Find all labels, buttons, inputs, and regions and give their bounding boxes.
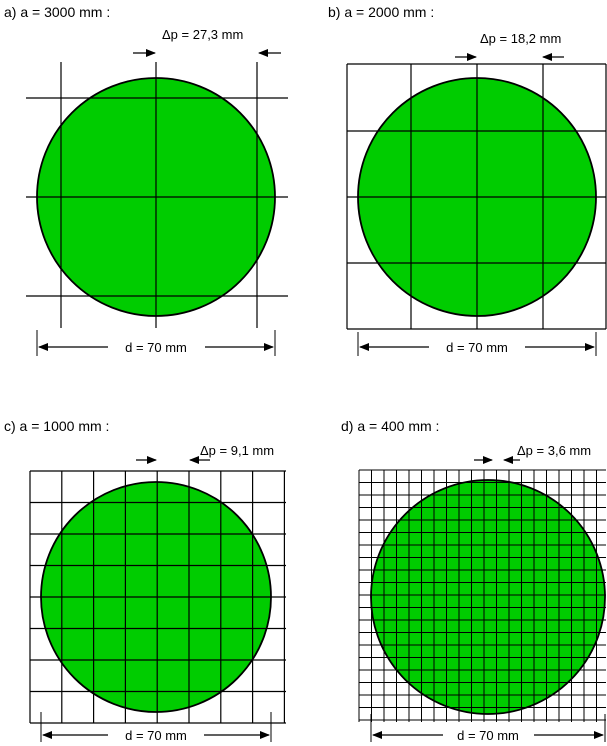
panel-a-spacing-label: Δp = 27,3 mm [162, 27, 243, 42]
panel-c-grid-overlay [29, 470, 286, 724]
panel-d-disc [370, 479, 606, 715]
panel-d: d) a = 400 mm : Δp = 3,6 mm d = 70 mm [341, 418, 606, 743]
panel-a: a) a = 3000 mm : Δp = 27,3 mm d = 70 mm [4, 4, 288, 356]
panel-c-title: c) a = 1000 mm : [4, 418, 109, 434]
panel-d-spacing-label: Δp = 3,6 mm [517, 443, 591, 458]
panel-c-spacing-label: Δp = 9,1 mm [200, 443, 274, 458]
panel-b-grid-overlay [346, 63, 607, 330]
panel-d-title: d) a = 400 mm : [341, 418, 439, 434]
panel-b-title: b) a = 2000 mm : [328, 4, 434, 20]
panel-c-diameter-label: d = 70 mm [125, 728, 187, 743]
panel-b-diameter-label: d = 70 mm [446, 340, 508, 355]
panel-c: c) a = 1000 mm : Δp = 9,1 mm d = 70 mm [4, 418, 286, 743]
panel-a-title: a) a = 3000 mm : [4, 4, 110, 20]
panel-a-grid-overlay [26, 62, 288, 328]
panel-b-spacing-label: Δp = 18,2 mm [480, 31, 561, 46]
panel-d-grid-overlay [358, 469, 606, 722]
panel-a-diameter-label: d = 70 mm [125, 340, 187, 355]
panel-b: b) a = 2000 mm : Δp = 18,2 mm d = 70 mm [328, 4, 607, 356]
panel-d-diameter-label: d = 70 mm [457, 728, 519, 743]
